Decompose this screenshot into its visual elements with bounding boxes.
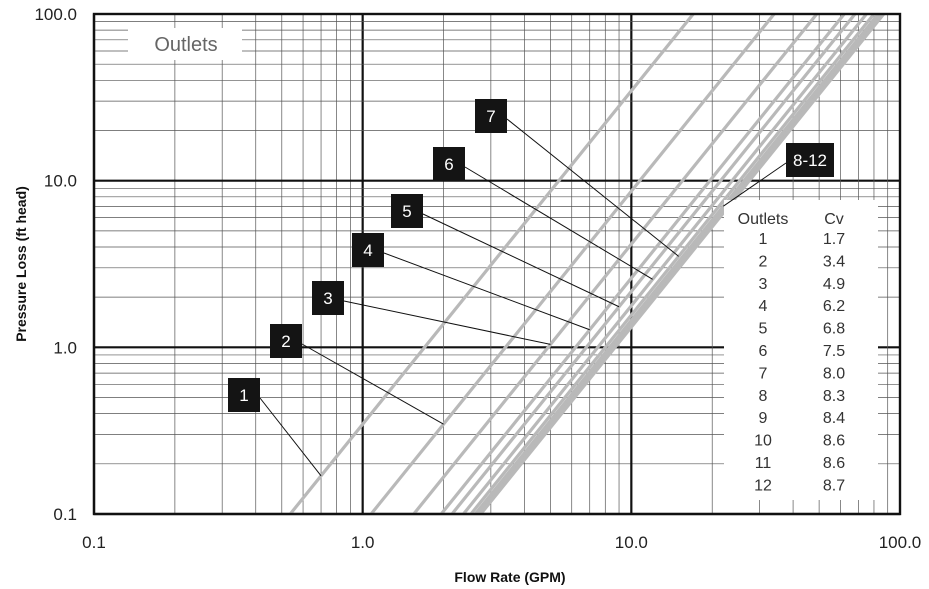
callout-leader-2 — [301, 343, 444, 425]
callout-box-1 — [228, 378, 260, 412]
table-cell-outlet: 5 — [759, 321, 768, 338]
table-cell-outlet: 8 — [759, 388, 768, 405]
plot-border — [92, 12, 902, 516]
legend: Outlets — [128, 28, 242, 60]
tick-labels: 0.1 1.0 10.0 100.0 0.1 1.0 10.0 100.0 — [34, 5, 921, 552]
callout-label-3: 3 — [323, 289, 332, 308]
table-cell-cv: 6.8 — [823, 321, 845, 338]
table-cell-cv: 3.4 — [823, 253, 845, 270]
callout-leader-4 — [383, 252, 590, 331]
table-cell-cv: 8.6 — [823, 455, 845, 472]
callouts: 1 2 3 4 5 6 7 8-12 — [228, 99, 834, 477]
callout-label-8-12: 8-12 — [793, 151, 827, 170]
series-line-9 — [475, 12, 881, 516]
y-tick-label: 1.0 — [53, 338, 77, 357]
table-cell-cv: 8.0 — [823, 365, 845, 382]
callout-leader-8-12 — [723, 162, 787, 207]
callout-box-5 — [391, 194, 423, 228]
callout-leader-5 — [422, 213, 620, 308]
callout-label-6: 6 — [444, 155, 453, 174]
series-line-4 — [439, 12, 846, 516]
callout-label-1: 1 — [239, 386, 248, 405]
table-header-cv: Cv — [824, 211, 844, 228]
table-cell-cv: 6.2 — [823, 298, 845, 315]
callout-box-4 — [352, 233, 384, 267]
callout-leader-6 — [464, 166, 653, 280]
table-cell-cv: 4.9 — [823, 276, 845, 293]
callout-box-3 — [312, 281, 344, 315]
callout-box-6 — [433, 147, 465, 181]
series-line-5 — [450, 12, 857, 516]
table-cell-outlet: 6 — [759, 343, 768, 360]
callout-leader-7 — [506, 118, 679, 257]
y-axis-title: Pressure Loss (ft head) — [13, 186, 29, 342]
x-axis-title: Flow Rate (GPM) — [454, 569, 565, 585]
table-cell-outlet: 2 — [759, 253, 768, 270]
table-cell-cv: 1.7 — [823, 231, 845, 248]
callout-box-2 — [270, 324, 302, 358]
table-cell-cv: 8.4 — [823, 410, 845, 427]
table-cell-outlet: 10 — [754, 433, 772, 450]
callout-box-8-12 — [786, 143, 834, 177]
legend-title: Outlets — [154, 34, 217, 56]
x-tick-label: 100.0 — [879, 533, 922, 552]
plot-frame — [92, 12, 902, 516]
series-line-6 — [462, 12, 868, 516]
y-tick-label: 10.0 — [44, 172, 77, 191]
legend-background — [128, 28, 242, 60]
series-line-3 — [412, 12, 819, 516]
x-tick-label: 10.0 — [615, 533, 648, 552]
table-cell-outlet: 4 — [759, 298, 768, 315]
callout-label-5: 5 — [402, 202, 411, 221]
series-lines — [289, 12, 885, 516]
x-tick-label: 0.1 — [82, 533, 106, 552]
series-line-2 — [369, 12, 776, 516]
table-cell-cv: 8.3 — [823, 388, 845, 405]
table-cell-outlet: 7 — [759, 365, 768, 382]
table-cell-outlet: 3 — [759, 276, 768, 293]
table-header-outlets: Outlets — [738, 211, 789, 228]
callout-box-7 — [475, 99, 507, 133]
table-cell-outlet: 11 — [755, 455, 772, 472]
y-tick-label: 0.1 — [53, 505, 77, 524]
series-line-7 — [469, 12, 876, 516]
table-cell-outlet: 1 — [759, 231, 768, 248]
callout-label-7: 7 — [486, 107, 495, 126]
callout-leader-3 — [343, 300, 551, 345]
table-cell-cv: 8.6 — [823, 433, 845, 450]
table-cell-outlet: 9 — [759, 410, 768, 427]
table-cell-outlet: 12 — [754, 477, 772, 494]
cv-table: Outlets Cv 1 1.7 2 3.4 3 4.9 4 6.2 5 6.8 6 7.5 7 8.0 8 8.… — [724, 200, 878, 500]
callout-label-4: 4 — [363, 241, 372, 260]
table-cell-cv: 8.7 — [823, 477, 845, 494]
callout-leader-1 — [259, 397, 322, 477]
y-tick-label: 100.0 — [34, 5, 77, 24]
table-background — [724, 200, 878, 500]
series-line-1 — [289, 12, 695, 516]
callout-label-2: 2 — [281, 332, 290, 351]
table-cell-cv: 7.5 — [823, 343, 845, 360]
series-line-12 — [479, 12, 885, 516]
x-tick-label: 1.0 — [351, 533, 375, 552]
